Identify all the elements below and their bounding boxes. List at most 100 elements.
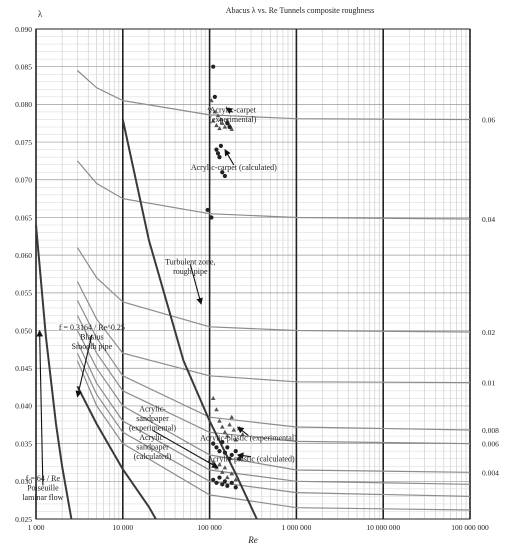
- tick-labels: 0.025 0.030 0.035 0.040 0.045 0.050 0.055 0.060…: [15, 25, 489, 532]
- annotation-text: (experimental): [129, 424, 176, 433]
- annotation-text: Acrylic-plastic (calculated): [207, 455, 295, 464]
- data-point-triangle: [214, 407, 219, 412]
- data-points: [205, 64, 245, 490]
- annotation-text: Turbulent zone,: [165, 258, 215, 267]
- annotation-text: Acrylic-carpet: [210, 105, 257, 114]
- annotation-text: f = 0.3164 / Re^0.25: [59, 323, 125, 332]
- reference-curve-line: [76, 385, 157, 520]
- data-point-circle: [215, 151, 221, 156]
- roughness-curve-line: [76, 341, 471, 485]
- y-tick-label: 0.070: [15, 176, 32, 185]
- roughness-curve-label: 0.02: [482, 328, 495, 337]
- plot-frame: [35, 28, 471, 520]
- annotation-text: sandpaper: [136, 443, 169, 452]
- grid: [35, 28, 471, 520]
- data-point-triangle: [219, 120, 225, 125]
- data-point-circle: [229, 452, 234, 458]
- annotation-text: Acrylic-: [139, 433, 166, 442]
- y-tick-label: 0.050: [15, 326, 32, 335]
- data-point-circle: [211, 64, 216, 69]
- annotation-text: sandpaper: [136, 414, 169, 423]
- data-point-circle: [227, 456, 232, 461]
- y-tick-label: 0.035: [15, 439, 32, 448]
- data-point-triangle: [210, 395, 216, 400]
- data-point-triangle: [231, 427, 237, 432]
- y-tick-label: 0.025: [15, 515, 32, 524]
- data-point-circle: [217, 475, 222, 480]
- roughness-curve-line: [76, 160, 471, 220]
- chart-title: Abacus λ vs. Re Tunnels composite roughn…: [226, 6, 375, 15]
- y-tick-label: 0.040: [15, 402, 32, 411]
- data-point-circle: [233, 449, 238, 454]
- data-point-circle: [225, 445, 230, 450]
- x-axis-label: Re: [247, 535, 258, 545]
- data-point-circle: [229, 480, 234, 485]
- roughness-curve-label: 0.06: [482, 115, 495, 124]
- data-point-triangle: [207, 105, 212, 110]
- data-point-triangle: [214, 122, 219, 128]
- data-point-circle: [214, 445, 219, 450]
- data-point-circle: [209, 215, 214, 220]
- data-point-circle: [220, 440, 225, 445]
- reference-curve-line: [121, 119, 258, 520]
- y-tick-label: 0.090: [15, 25, 32, 34]
- data-point-triangle: [227, 422, 232, 427]
- x-tick-label: 100 000: [197, 523, 222, 532]
- data-point-triangle: [240, 432, 245, 437]
- roughness-curve-line: [76, 330, 471, 473]
- roughness-curve-line: [76, 281, 471, 384]
- data-point-circle: [212, 94, 217, 99]
- data-point-circle: [214, 480, 219, 485]
- y-tick-label: 0.030: [15, 477, 32, 486]
- x-tick-label: 10 000 000: [366, 523, 400, 532]
- roughness-curve-line: [76, 360, 471, 511]
- data-point-circle: [233, 485, 238, 490]
- annotation-text: f = 64 / Re: [26, 474, 61, 483]
- data-point-triangle: [210, 118, 216, 123]
- data-point-triangle: [222, 429, 228, 434]
- data-point-triangle: [218, 116, 224, 122]
- y-tick-label: 0.085: [15, 62, 32, 71]
- data-point-triangle: [219, 424, 225, 429]
- data-point-triangle: [222, 465, 228, 470]
- data-point-circle: [225, 483, 230, 488]
- x-tick-label: 1 000: [28, 523, 45, 532]
- annotation-text: Blasius: [80, 333, 104, 342]
- data-point-triangle: [217, 126, 222, 131]
- annotation-text: Acrylic-carpet (calculated): [191, 163, 277, 172]
- data-point-triangle: [225, 433, 230, 438]
- data-point-circle: [220, 170, 225, 175]
- annotation-arrow: [36, 329, 44, 486]
- data-point-circle: [222, 450, 227, 455]
- data-point-triangle: [229, 414, 235, 419]
- data-point-triangle: [215, 113, 221, 118]
- y-tick-label: 0.045: [15, 364, 32, 373]
- roughness-curve-label: 0.008: [482, 426, 499, 435]
- data-point-triangle: [233, 477, 239, 482]
- data-point-circle: [222, 173, 227, 179]
- data-point-triangle: [225, 475, 230, 480]
- roughness-curve-label: 0.006: [482, 440, 499, 449]
- data-point-circle: [205, 207, 210, 213]
- annotation-text: (experimental): [209, 115, 256, 124]
- data-point-triangle: [229, 126, 235, 131]
- annotation-text: Smooth pipe: [72, 342, 113, 351]
- annotation-text: Acrylic-: [139, 405, 166, 414]
- y-tick-label: 0.065: [15, 213, 32, 222]
- data-point-circle: [214, 147, 219, 152]
- y-tick-label: 0.055: [15, 289, 32, 298]
- x-tick-label: 1 000 000: [281, 523, 311, 532]
- annotation-arrow: [236, 452, 252, 459]
- roughness-curve-line: [76, 315, 471, 445]
- data-point-circle: [222, 479, 227, 484]
- data-point-circle: [220, 482, 225, 487]
- data-point-circle: [211, 477, 216, 482]
- data-point-circle: [217, 155, 222, 160]
- data-point-circle: [225, 121, 230, 126]
- y-tick-label: 0.075: [15, 138, 32, 147]
- x-tick-label: 10 000: [112, 523, 133, 532]
- annotation-arrow: [152, 429, 219, 469]
- data-point-circle: [211, 441, 216, 446]
- x-tick-label: 100 000 000: [451, 523, 489, 532]
